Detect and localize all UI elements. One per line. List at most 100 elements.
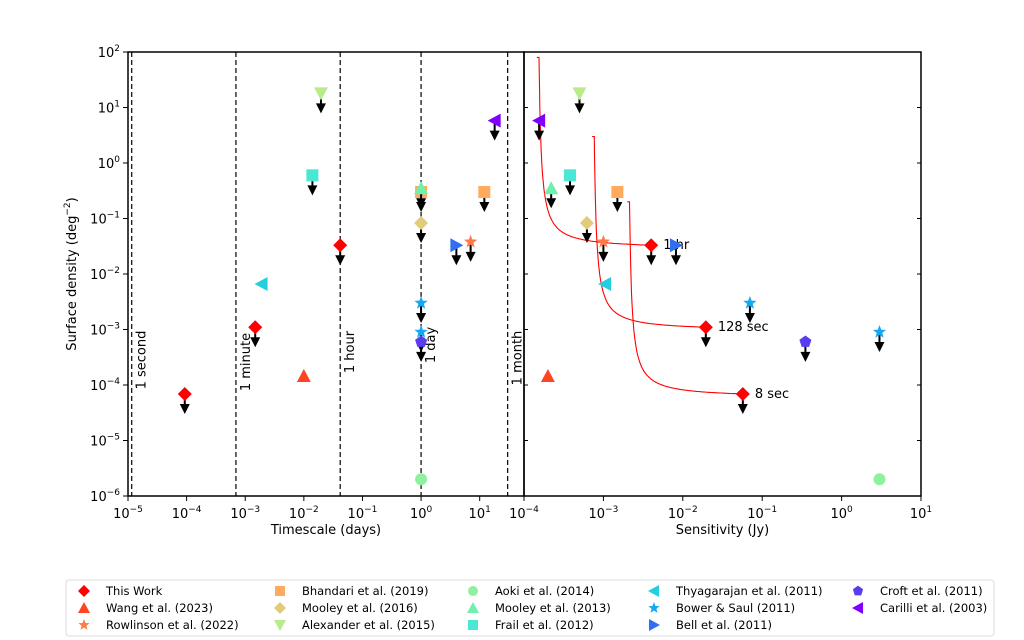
data-point bbox=[333, 238, 348, 253]
upper-limit-arrow-head bbox=[416, 198, 427, 209]
axes-frame bbox=[127, 51, 525, 497]
data-point bbox=[598, 277, 612, 292]
data-point bbox=[735, 386, 750, 401]
legend-item: Bhandari et al. (2019) bbox=[275, 584, 428, 598]
data-point bbox=[873, 473, 886, 486]
upper-limit-arrow-head bbox=[465, 251, 476, 262]
data-point bbox=[669, 238, 683, 253]
data-point bbox=[313, 87, 328, 101]
axes-frame bbox=[523, 51, 922, 497]
x-tick-label: 10−4 bbox=[172, 505, 202, 522]
legend-marker bbox=[852, 602, 863, 614]
x-tick-label: 10−3 bbox=[230, 505, 260, 522]
legend: This Work Wang et al. (2023) Rowlinson et … bbox=[65, 579, 995, 637]
upper-limit-arrow-head bbox=[670, 255, 681, 266]
data-point bbox=[698, 320, 713, 335]
legend-marker bbox=[275, 586, 285, 596]
legend-item: Aoki et al. (2014) bbox=[468, 584, 594, 598]
legend-label: Carilli et al. (2003) bbox=[880, 601, 987, 615]
x-tick-label: 10−2 bbox=[668, 505, 698, 522]
upper-limit-arrow-head bbox=[416, 313, 427, 324]
data-point bbox=[572, 87, 587, 101]
data-point bbox=[579, 215, 594, 230]
legend-marker bbox=[649, 619, 660, 631]
x-tick-label: 10−1 bbox=[348, 505, 378, 522]
upper-limit-arrow-head bbox=[534, 130, 545, 141]
legend-item: This Work bbox=[78, 584, 163, 598]
legend-label: Bell et al. (2011) bbox=[676, 618, 772, 632]
legend-marker bbox=[78, 619, 90, 630]
upper-limit-arrow-head bbox=[479, 202, 490, 213]
upper-limit-arrow-head bbox=[700, 337, 711, 348]
x-tick-label: 100 bbox=[410, 505, 433, 522]
data-point bbox=[306, 169, 319, 182]
legend-label: Alexander et al. (2015) bbox=[302, 618, 435, 632]
legend-label: Aoki et al. (2014) bbox=[495, 584, 594, 598]
data-point bbox=[254, 277, 268, 292]
vline-label: 1 second bbox=[135, 331, 150, 390]
legend-marker bbox=[468, 586, 478, 596]
upper-limit-arrow-head bbox=[574, 103, 585, 114]
y-tick-label: 10−3 bbox=[90, 322, 120, 339]
legend-label: Bhandari et al. (2019) bbox=[302, 584, 428, 598]
y-tick-label: 10−6 bbox=[90, 488, 120, 505]
data-point bbox=[414, 181, 429, 195]
legend-label: Mooley et al. (2013) bbox=[495, 601, 611, 615]
legend-item: Frail et al. (2012) bbox=[468, 618, 594, 632]
legend-item: Carilli et al. (2003) bbox=[852, 601, 987, 615]
legend-item: Thyagarajan et al. (2011) bbox=[648, 584, 823, 598]
legend-marker bbox=[274, 620, 286, 631]
x-tick-label: 100 bbox=[830, 505, 853, 522]
legend-item: Bell et al. (2011) bbox=[649, 618, 772, 632]
upper-limit-arrow-head bbox=[581, 232, 592, 243]
upper-limit-arrow-head bbox=[335, 255, 346, 266]
legend-marker bbox=[648, 585, 659, 597]
data-point bbox=[478, 186, 491, 199]
sensitivity-curve bbox=[592, 135, 706, 328]
y-tick-label: 10−4 bbox=[90, 377, 120, 394]
upper-limit-arrow-head bbox=[800, 351, 811, 362]
legend-label: Croft et al. (2011) bbox=[880, 584, 983, 598]
y-tick-label: 10−2 bbox=[90, 266, 120, 283]
upper-limit-arrow-head bbox=[546, 198, 557, 209]
upper-limit-arrow-head bbox=[451, 255, 462, 266]
y-tick-label: 102 bbox=[98, 44, 120, 61]
upper-limit-arrow-head bbox=[179, 403, 190, 414]
data-point bbox=[450, 238, 464, 253]
legend-label: Rowlinson et al. (2022) bbox=[106, 618, 239, 632]
x-tick-label: 10−3 bbox=[588, 505, 618, 522]
legend-box bbox=[65, 579, 995, 637]
curve-label: 8 sec bbox=[755, 387, 789, 402]
x-tick-label: 101 bbox=[469, 505, 491, 522]
data-point bbox=[177, 386, 192, 401]
data-point bbox=[540, 369, 555, 383]
vline-label: 1 hour bbox=[343, 330, 358, 373]
data-point bbox=[564, 169, 577, 182]
data-point bbox=[611, 186, 624, 199]
legend-marker bbox=[648, 602, 660, 613]
x-tick-label: 101 bbox=[910, 505, 932, 522]
legend-marker bbox=[78, 585, 90, 597]
upper-limit-arrow-head bbox=[416, 232, 427, 243]
sensitivity-curve bbox=[627, 201, 743, 395]
data-point bbox=[532, 113, 546, 128]
legend-marker bbox=[468, 620, 478, 630]
y-tick-label: 10−5 bbox=[90, 433, 120, 450]
data-point bbox=[596, 234, 611, 248]
legend-marker bbox=[274, 602, 286, 614]
x-axis-label: Sensitivity (Jy) bbox=[676, 523, 769, 538]
upper-limit-arrow-head bbox=[489, 130, 500, 141]
y-tick-label: 101 bbox=[98, 100, 120, 117]
legend-label: Bower & Saul (2011) bbox=[676, 601, 795, 615]
data-point bbox=[644, 238, 659, 253]
x-tick-label: 10−2 bbox=[289, 505, 319, 522]
legend-label: Thyagarajan et al. (2011) bbox=[675, 584, 823, 598]
data-point bbox=[743, 296, 757, 309]
data-point bbox=[872, 325, 887, 338]
legend-marker bbox=[852, 585, 864, 596]
data-point bbox=[464, 234, 478, 248]
legend-item: Croft et al. (2011) bbox=[852, 584, 983, 598]
x-tick-label: 10−5 bbox=[113, 505, 143, 522]
legend-item: Alexander et al. (2015) bbox=[274, 618, 435, 632]
x-axis-label: Timescale (days) bbox=[270, 523, 381, 538]
